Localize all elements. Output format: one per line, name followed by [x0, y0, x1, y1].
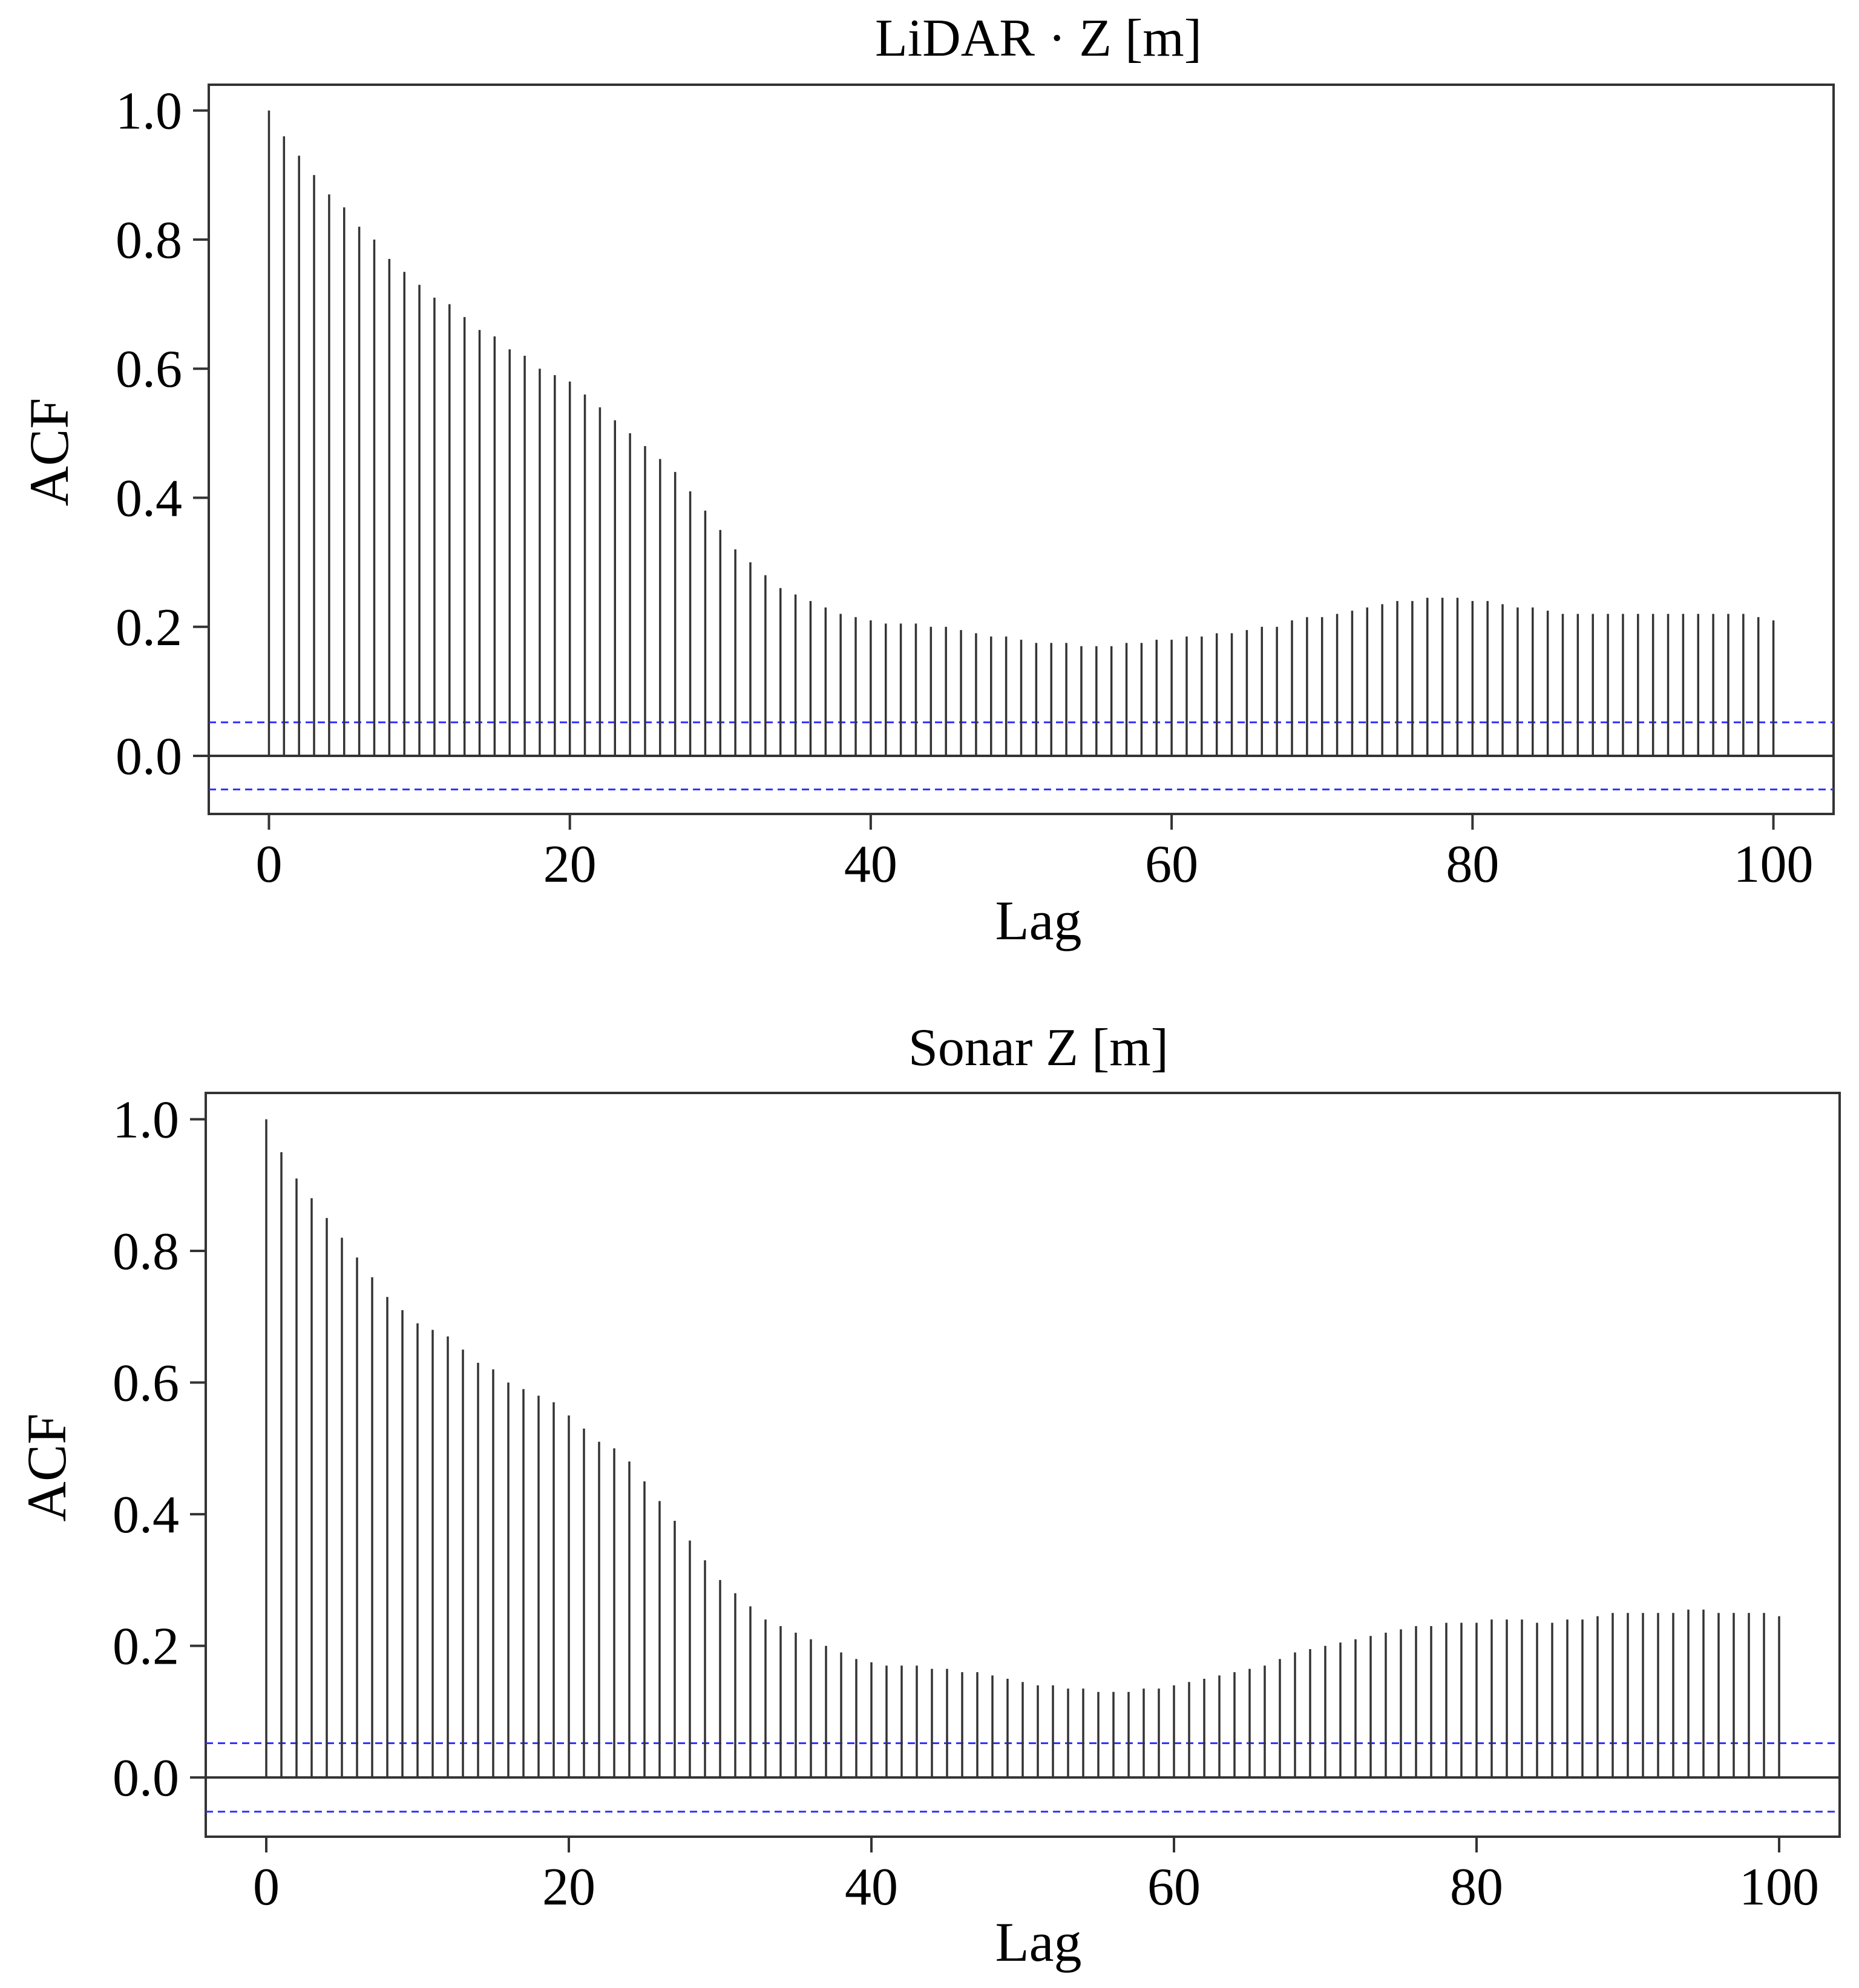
panel-sonar: Sonar Z [m] ACF Lag 0.0 0.2 0.4 0.6 0.8 1.0 0 2…: [16, 1019, 1841, 1973]
x-axis-label: Lag: [995, 890, 1081, 951]
x-tick-label: 0: [255, 835, 282, 894]
y-tick-label: 0.2: [113, 1618, 179, 1676]
x-tick-label: 100: [1739, 1858, 1819, 1917]
x-tick-label: 60: [1147, 1858, 1201, 1917]
y-tick-label: 0.2: [116, 599, 182, 657]
y-tick-label: 0.8: [116, 211, 182, 270]
plot-frame: [205, 1092, 1841, 1838]
y-tick-label: 1.0: [116, 82, 182, 141]
y-axis-label: ACF: [16, 1414, 77, 1522]
x-tick-label: 20: [542, 1858, 595, 1917]
x-tick-label: 80: [1450, 1858, 1503, 1917]
y-tick-label: 0.4: [116, 469, 182, 528]
y-tick-label: 0.0: [113, 1749, 179, 1808]
plot-area-sonar: 0.0 0.2 0.4 0.6 0.8 1.0 0 20 40 60 80 100: [113, 1091, 1841, 1917]
panel-lidar: LiDAR · Z [m] ACF Lag 0.0 0.2 0.4 0.6 0.8 1.0…: [18, 9, 1835, 951]
chart-title: LiDAR · Z [m]: [875, 9, 1202, 68]
x-tick-label: 20: [543, 835, 597, 894]
y-tick-label: 0.0: [116, 727, 182, 786]
x-tick-label: 40: [845, 1858, 898, 1917]
x-tick-label: 40: [844, 835, 897, 894]
x-tick-label: 60: [1145, 835, 1198, 894]
y-tick-label: 0.4: [113, 1486, 179, 1544]
x-tick-label: 100: [1734, 835, 1814, 894]
y-tick-label: 1.0: [113, 1091, 179, 1150]
x-tick-label: 0: [253, 1858, 280, 1917]
x-tick-label: 80: [1446, 835, 1499, 894]
y-tick-label: 0.6: [113, 1354, 179, 1413]
plot-frame: [208, 84, 1835, 815]
y-tick-label: 0.6: [116, 340, 182, 399]
chart-title: Sonar Z [m]: [908, 1019, 1169, 1077]
plot-area-lidar: 0.0 0.2 0.4 0.6 0.8 1.0 0 20 40 60 80 100: [116, 82, 1835, 894]
y-axis-label: ACF: [18, 398, 80, 507]
x-axis-label: Lag: [995, 1911, 1081, 1973]
y-tick-label: 0.8: [113, 1222, 179, 1281]
